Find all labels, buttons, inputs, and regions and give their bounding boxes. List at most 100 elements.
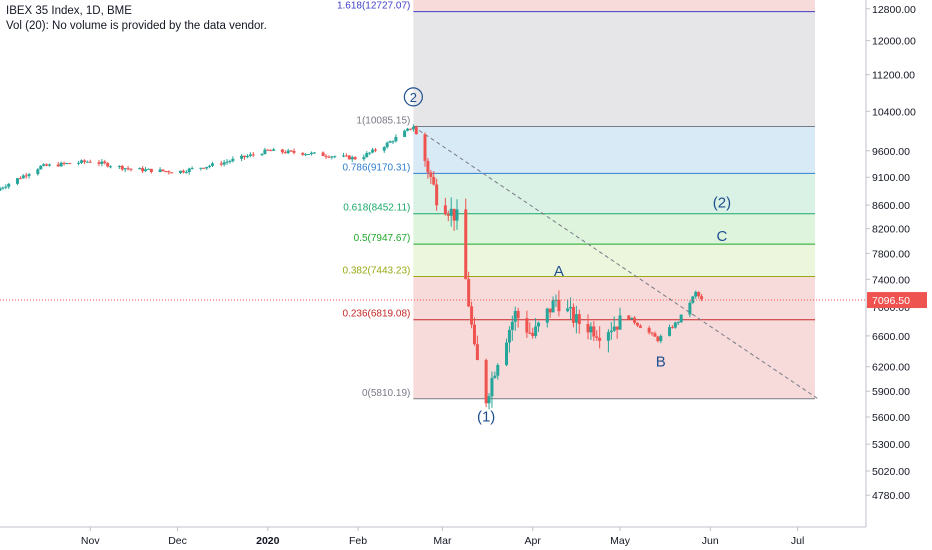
candle: [0, 186, 2, 192]
candle: [353, 156, 357, 161]
candle: [190, 166, 194, 170]
candle: [403, 129, 407, 138]
fib-zone-2: [413, 173, 815, 214]
candle: [694, 290, 698, 299]
trendline-layer[interactable]: [413, 126, 819, 400]
candle: [406, 127, 410, 132]
candle: [414, 125, 418, 135]
volume-note[interactable]: Vol (20): No volume is provided by the d…: [6, 20, 267, 32]
fib-zone-0: [413, 11, 815, 127]
fib-zone-1: [413, 126, 815, 174]
candle: [24, 172, 28, 179]
candle: [487, 393, 491, 410]
candle: [149, 168, 153, 174]
candle: [513, 306, 517, 331]
candle: [394, 134, 398, 143]
chart-title[interactable]: IBEX 35 Index, 1D, BME: [6, 5, 132, 17]
candle: [103, 159, 107, 165]
candle: [36, 168, 40, 176]
candle: [700, 293, 704, 302]
candle: [472, 317, 476, 346]
candle: [211, 161, 214, 167]
candle: [467, 271, 471, 308]
candle: [307, 153, 311, 156]
candle: [88, 159, 92, 163]
fib-zone-top: [413, 0, 815, 12]
candle: [321, 151, 325, 157]
price-tick-label: 5900.00: [872, 386, 910, 398]
fib-label-1: 1(10085.15): [356, 115, 410, 126]
candle: [243, 155, 247, 160]
time-tick-label: May: [610, 535, 631, 547]
price-axis-bg: [866, 0, 932, 550]
price-tick-label: 5300.00: [872, 439, 910, 451]
candle: [595, 330, 599, 341]
trendline[interactable]: [413, 126, 819, 400]
candle: [248, 152, 252, 158]
price-tick-label: 5600.00: [872, 412, 910, 424]
candle: [589, 322, 593, 341]
candle: [15, 177, 19, 186]
candle: [187, 167, 191, 175]
price-tick-label: 6200.00: [872, 362, 910, 374]
candle: [653, 331, 657, 337]
candle: [464, 198, 468, 280]
candle: [164, 170, 168, 173]
candle: [656, 335, 660, 343]
fib-label-3: 0.618(8452.11): [343, 203, 410, 214]
price-tick-label: 12000.00: [872, 36, 916, 48]
candle: [289, 150, 293, 152]
candle: [344, 153, 348, 157]
candle: [146, 168, 150, 170]
candle: [365, 151, 369, 158]
candle: [178, 170, 182, 175]
candle: [327, 155, 331, 159]
candle: [432, 171, 436, 186]
fibonacci-retracement[interactable]: 1.618(12727.07) 1(10085.15) 0.786(9170.31)…: [337, 0, 815, 400]
candle: [374, 148, 378, 153]
candle: [245, 154, 249, 159]
candle: [144, 166, 148, 172]
price-tick-label: 11200.00: [872, 70, 915, 82]
candle: [636, 322, 639, 327]
candle: [330, 155, 334, 160]
candle: [647, 325, 651, 335]
candle: [109, 165, 113, 169]
candle: [219, 160, 223, 167]
candle: [382, 146, 386, 153]
candle: [27, 172, 31, 179]
candle: [47, 163, 51, 167]
candle: [283, 150, 287, 154]
candle: [199, 167, 203, 171]
candle: [263, 147, 267, 155]
candle: [612, 316, 616, 332]
candle: [170, 171, 174, 174]
candle: [496, 363, 500, 380]
candle: [679, 314, 683, 323]
candle: [598, 326, 602, 349]
candle: [574, 305, 578, 334]
candle: [429, 169, 433, 185]
wave-label-B: B: [656, 354, 666, 371]
candle: [80, 159, 84, 165]
candle: [510, 315, 514, 341]
candle: [446, 210, 450, 222]
candle: [388, 140, 392, 144]
candle: [505, 338, 509, 367]
candle: [577, 309, 581, 334]
candle: [586, 314, 590, 340]
price-tick-label: 9100.00: [872, 172, 910, 184]
candlestick-series: [0, 124, 704, 410]
candle: [225, 159, 229, 165]
candle: [557, 290, 561, 317]
candle: [545, 307, 549, 328]
candle: [167, 170, 171, 175]
fib-zone-6: [413, 319, 815, 399]
price-tick-label: 7400.00: [872, 274, 910, 286]
candle: [312, 152, 316, 154]
candle: [272, 147, 276, 151]
candle: [158, 167, 162, 173]
